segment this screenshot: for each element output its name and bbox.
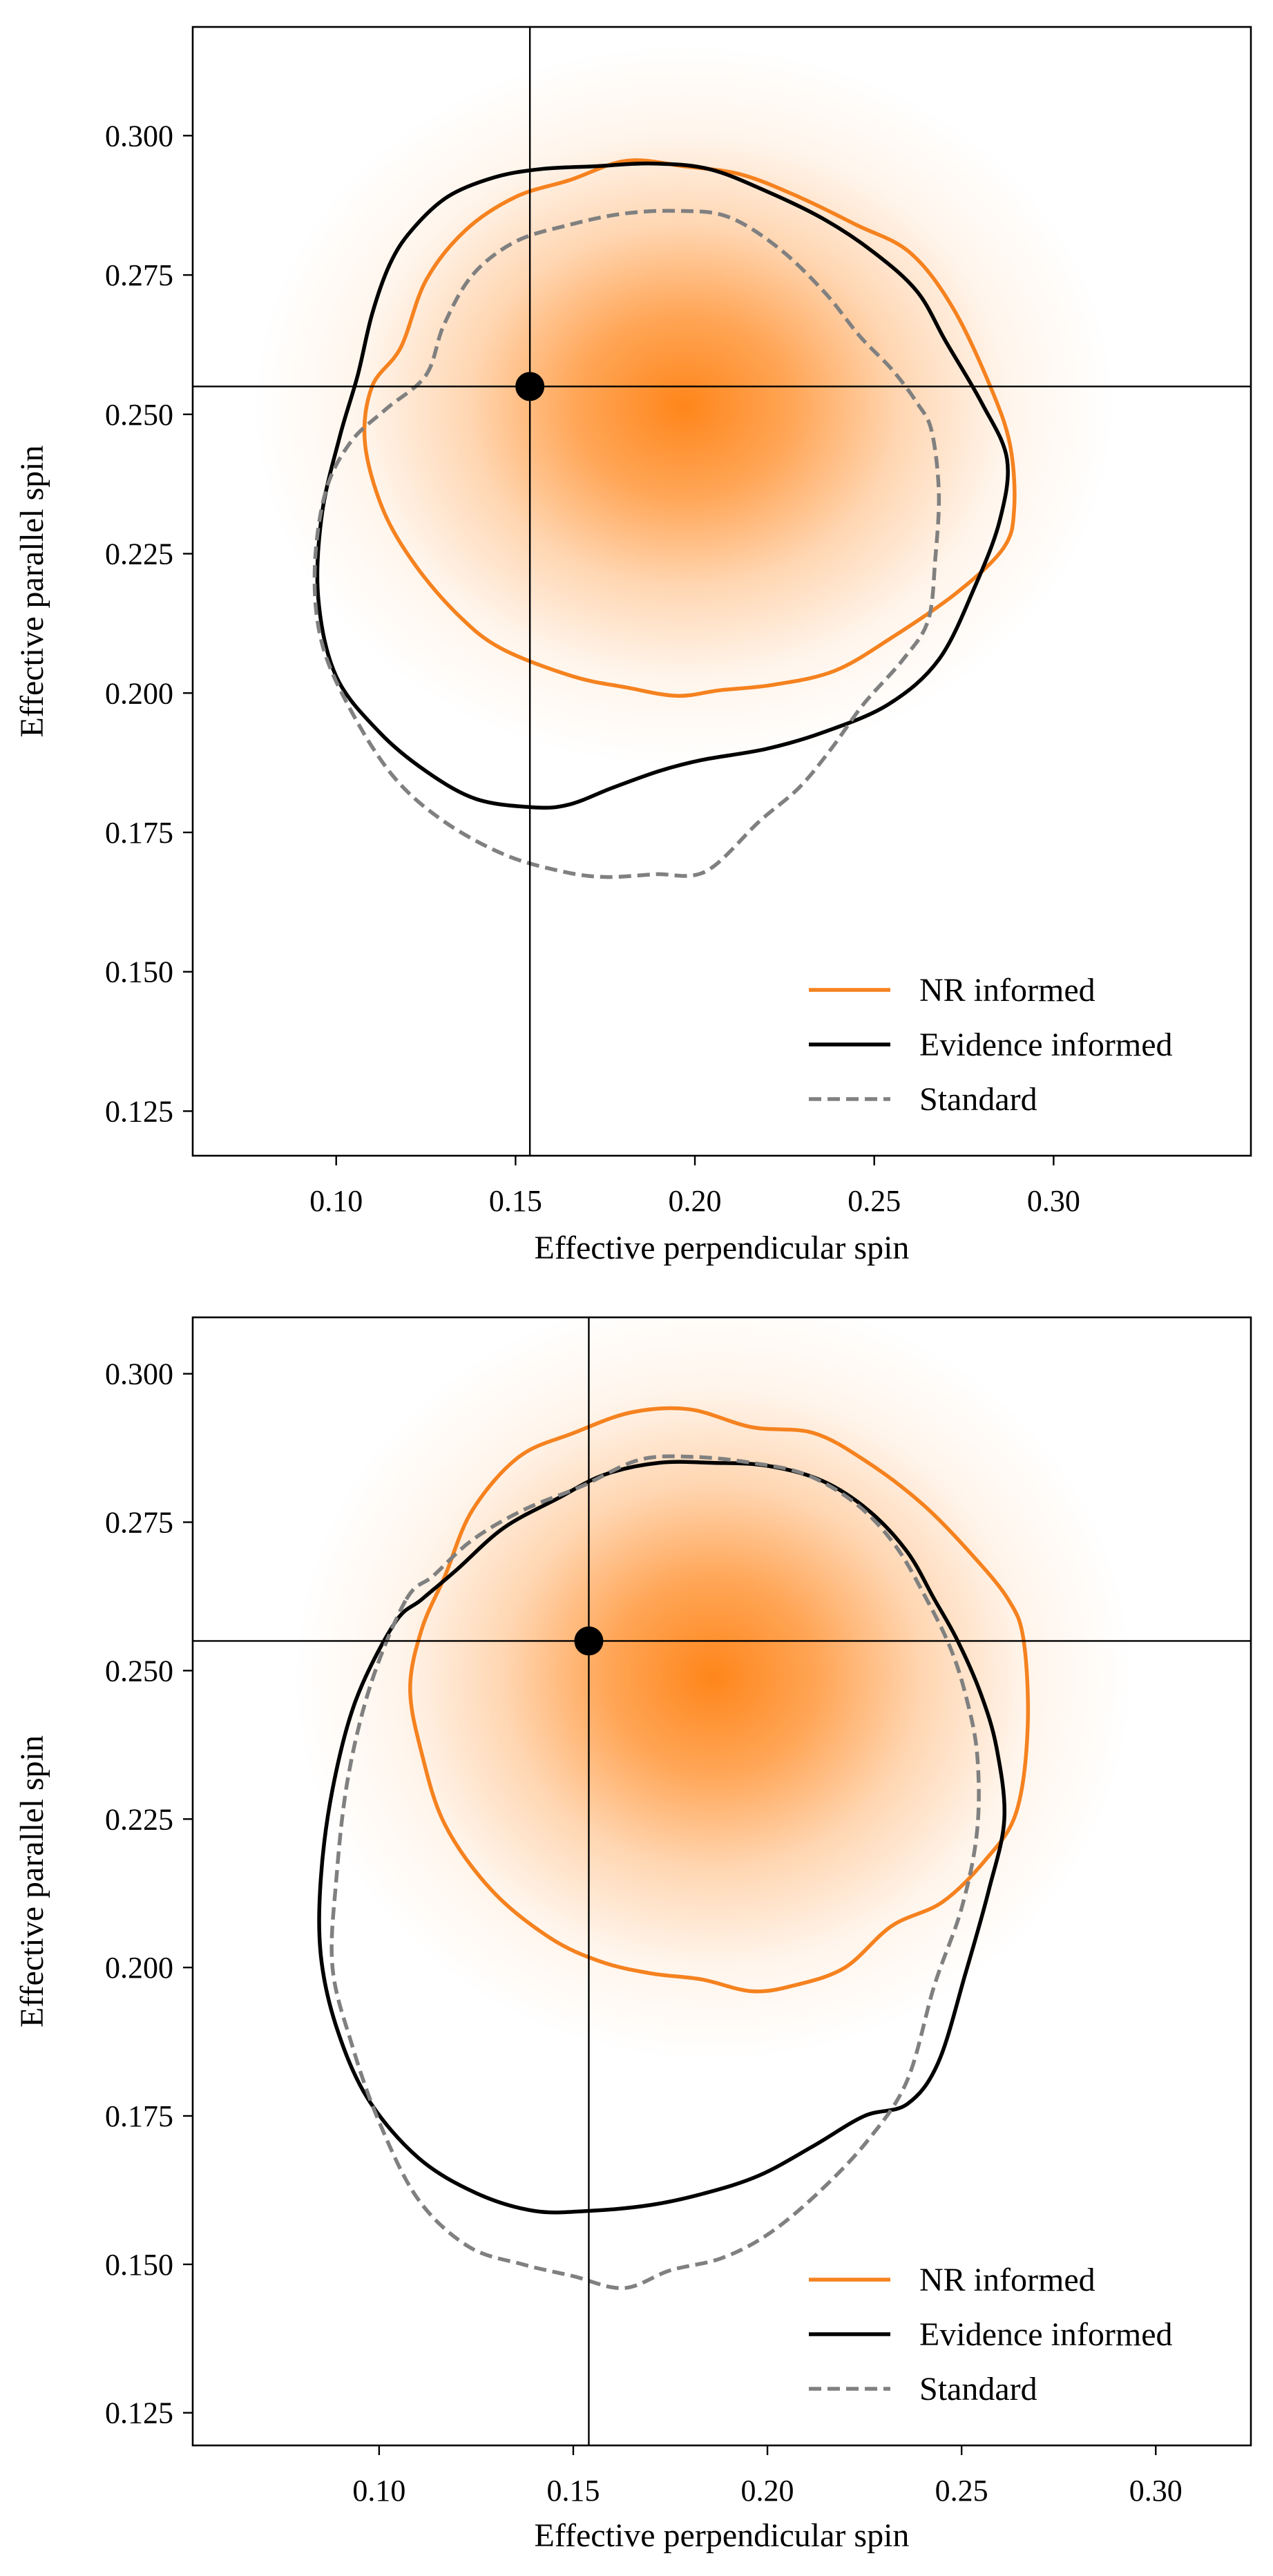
x-axis-label: Effective perpendicular spin <box>535 2517 910 2554</box>
y-tick-label: 0.175 <box>105 816 173 850</box>
y-tick-label: 0.125 <box>105 2396 173 2430</box>
standard-contour <box>312 209 941 879</box>
y-tick-label: 0.225 <box>105 1802 173 1836</box>
chart-bottom: 0.10 0.15 0.20 0.25 0.30 0.125 0.150 0.175 0.200… <box>14 1316 1252 2554</box>
y-tick-label: 0.150 <box>105 955 173 989</box>
plot-frame <box>191 26 1252 1157</box>
y-axis-label: Effective parallel spin <box>14 446 50 738</box>
posterior-density <box>294 1317 1133 2061</box>
standard-contour <box>329 1454 981 2290</box>
legend-label: Evidence informed <box>919 2316 1173 2353</box>
legend-label: Evidence informed <box>919 1027 1173 1063</box>
y-tick-label: 0.250 <box>105 398 173 432</box>
y-tick-label: 0.125 <box>105 1094 173 1128</box>
evidence-informed-contour <box>315 161 1010 810</box>
y-tick-label: 0.225 <box>105 537 173 571</box>
plot-frame <box>191 1316 1252 2447</box>
x-tick-label: 0.25 <box>848 1184 901 1218</box>
legend-label: NR informed <box>919 972 1095 1009</box>
x-tick-label: 0.30 <box>1129 2474 1183 2508</box>
legend: NR informed Evidence informed Standard <box>809 2262 1173 2407</box>
true-value-marker <box>515 372 545 401</box>
y-tick-label: 0.150 <box>105 2248 173 2282</box>
true-value-marker <box>574 1626 604 1656</box>
plot-area <box>193 1317 1251 2445</box>
legend: NR informed Evidence informed Standard <box>809 972 1173 1118</box>
x-tick-label: 0.10 <box>352 2474 405 2508</box>
x-tick-label: 0.20 <box>741 2474 794 2508</box>
x-tick-label: 0.15 <box>546 2474 600 2508</box>
x-tick-label: 0.25 <box>935 2474 988 2508</box>
y-tick-label: 0.300 <box>105 1357 173 1391</box>
y-tick-label: 0.275 <box>105 258 173 292</box>
y-axis-label: Effective parallel spin <box>14 1735 50 2028</box>
y-tick-label: 0.175 <box>105 2099 173 2133</box>
y-tick-label: 0.250 <box>105 1654 173 1688</box>
y-tick-label: 0.300 <box>105 119 173 153</box>
plot-area <box>193 27 1251 1156</box>
legend-label: NR informed <box>919 2262 1095 2298</box>
evidence-informed-contour <box>317 1460 1007 2215</box>
chart-top: 0.10 0.15 0.20 0.25 0.30 0.125 0.150 0.175 0.200… <box>14 26 1252 1266</box>
legend-label: Standard <box>919 2371 1037 2407</box>
nr-informed-contour <box>362 158 1017 698</box>
x-tick-label: 0.10 <box>309 1184 363 1218</box>
x-tick-label: 0.20 <box>669 1184 722 1218</box>
x-axis-label: Effective perpendicular spin <box>535 1230 910 1266</box>
legend-label: Standard <box>919 1081 1037 1118</box>
y-tick-label: 0.200 <box>105 1951 173 1985</box>
x-tick-label: 0.15 <box>489 1184 542 1218</box>
nr-informed-contour <box>408 1406 1031 1994</box>
y-tick-label: 0.200 <box>105 676 173 710</box>
y-tick-label: 0.275 <box>105 1506 173 1540</box>
x-tick-label: 0.30 <box>1027 1184 1080 1218</box>
